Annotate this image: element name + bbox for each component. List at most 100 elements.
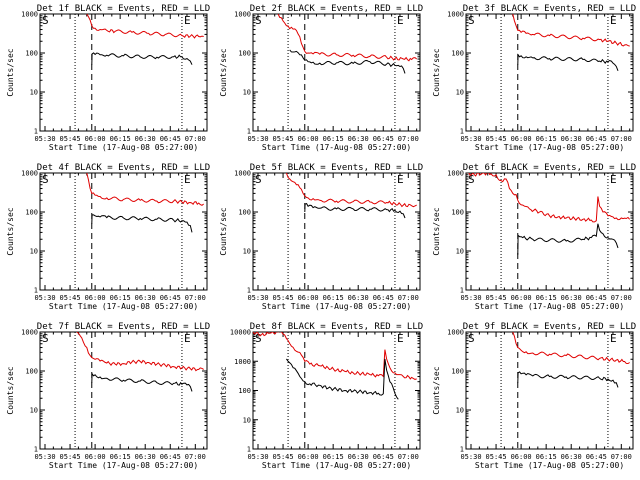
x-tick-label: 06:45 [160, 453, 181, 461]
end-marker: E [397, 332, 404, 345]
plot-frame [39, 172, 208, 291]
chart-panel-8: Det 8f BLACK = Events, RED = LLD Counts/s… [219, 322, 423, 470]
y-axis-label: Counts/sec [6, 48, 15, 96]
y-tick-label: 100 [25, 50, 38, 58]
x-axis-label: Start Time (17-Aug-08 05:27:00) [262, 302, 411, 311]
start-marker: S [42, 14, 49, 27]
lld-series-line [86, 14, 204, 39]
x-tick-label: 06:00 [298, 135, 319, 143]
x-tick-label: 06:15 [536, 294, 557, 302]
x-tick-label: 06:00 [85, 135, 106, 143]
chart-title: Det 6f BLACK = Events, RED = LLD [463, 163, 636, 173]
x-tick-label: 06:15 [323, 453, 344, 461]
y-tick-label: 10 [456, 407, 464, 415]
x-tick-label: 06:45 [160, 294, 181, 302]
lld-series-line [277, 14, 418, 62]
y-tick-label: 1000 [21, 11, 38, 19]
y-tick-label: 1 [460, 446, 464, 454]
lld-series-line [86, 173, 205, 206]
y-tick-label: 100 [451, 50, 464, 58]
x-axis-label: Start Time (17-Aug-08 05:27:00) [475, 143, 624, 152]
events-series-line [289, 49, 406, 74]
events-series-line [91, 52, 193, 65]
y-axis-label: Counts/sec [219, 207, 228, 255]
end-marker: E [397, 173, 404, 186]
y-tick-label: 1000 [234, 170, 251, 178]
y-tick-label: 100 [238, 209, 251, 217]
x-tick-label: 06:15 [536, 453, 557, 461]
x-tick-label: 07:00 [611, 135, 632, 143]
y-tick-label: 10 [456, 89, 464, 97]
y-axis-label: Counts/sec [432, 48, 441, 96]
x-tick-label: 05:30 [247, 294, 268, 302]
x-tick-label: 06:45 [373, 453, 394, 461]
start-marker: S [255, 14, 262, 27]
x-tick-label: 06:45 [373, 135, 394, 143]
x-tick-label: 06:00 [511, 135, 532, 143]
x-tick-label: 06:00 [298, 453, 319, 461]
y-tick-label: 1 [247, 287, 251, 295]
x-tick-label: 07:00 [611, 453, 632, 461]
x-tick-label: 07:00 [611, 294, 632, 302]
x-tick-label: 06:00 [511, 453, 532, 461]
chart-panel-3: Det 3f BLACK = Events, RED = LLD Counts/s… [432, 4, 636, 152]
start-marker: S [255, 332, 262, 345]
events-series-line [91, 372, 193, 392]
events-series-line [517, 371, 619, 388]
end-marker: E [610, 332, 617, 345]
chart-title: Det 7f BLACK = Events, RED = LLD [37, 322, 210, 332]
x-tick-label: 05:45 [486, 453, 507, 461]
lld-series-line [512, 14, 630, 47]
y-tick-label: 10000 [230, 329, 251, 337]
chart-title: Det 1f BLACK = Events, RED = LLD [37, 4, 210, 14]
chart-panel-4: Det 4f BLACK = Events, RED = LLD Counts/s… [6, 163, 210, 311]
x-tick-label: 05:30 [34, 294, 55, 302]
chart-title: Det 4f BLACK = Events, RED = LLD [37, 163, 210, 173]
x-tick-label: 05:45 [60, 294, 81, 302]
x-tick-label: 07:00 [398, 294, 419, 302]
chart-panel-1: Det 1f BLACK = Events, RED = LLD Counts/s… [6, 4, 210, 152]
y-tick-label: 1000 [21, 170, 38, 178]
y-tick-label: 100 [25, 209, 38, 217]
x-tick-label: 06:15 [110, 135, 131, 143]
x-axis-label: Start Time (17-Aug-08 05:27:00) [475, 461, 624, 470]
start-marker: S [468, 14, 475, 27]
start-marker: S [42, 173, 49, 186]
x-tick-label: 06:30 [348, 135, 369, 143]
x-tick-label: 06:30 [135, 135, 156, 143]
y-tick-label: 100 [451, 209, 464, 217]
plot-frame [465, 13, 634, 132]
x-tick-label: 06:15 [323, 135, 344, 143]
end-marker: E [184, 332, 191, 345]
y-tick-label: 1 [247, 128, 251, 136]
start-marker: S [468, 173, 475, 186]
y-axis-label: Counts/sec [219, 366, 228, 414]
end-marker: E [184, 14, 191, 27]
lld-series-line [466, 173, 631, 223]
x-tick-label: 06:00 [298, 294, 319, 302]
events-series-line [91, 214, 193, 233]
plot-frame [252, 172, 421, 291]
lld-series-line [285, 173, 417, 208]
events-series-line [285, 358, 399, 400]
x-tick-label: 06:30 [561, 135, 582, 143]
y-tick-label: 1000 [447, 170, 464, 178]
y-tick-label: 1000 [447, 11, 464, 19]
x-axis-label: Start Time (17-Aug-08 05:27:00) [49, 302, 198, 311]
lld-series-line [512, 332, 630, 365]
x-tick-label: 05:30 [34, 453, 55, 461]
x-tick-label: 05:30 [247, 135, 268, 143]
y-axis-label: Counts/sec [6, 366, 15, 414]
x-tick-label: 05:30 [247, 453, 268, 461]
end-marker: E [610, 14, 617, 27]
x-tick-label: 07:00 [185, 453, 206, 461]
chart-title: Det 5f BLACK = Events, RED = LLD [250, 163, 423, 173]
y-tick-label: 1 [460, 287, 464, 295]
y-tick-label: 1000 [234, 358, 251, 366]
x-tick-label: 07:00 [185, 294, 206, 302]
events-series-line [304, 203, 406, 219]
x-tick-label: 06:15 [536, 135, 557, 143]
x-tick-label: 06:30 [561, 294, 582, 302]
y-tick-label: 100 [238, 387, 251, 395]
plot-frame [39, 13, 208, 132]
